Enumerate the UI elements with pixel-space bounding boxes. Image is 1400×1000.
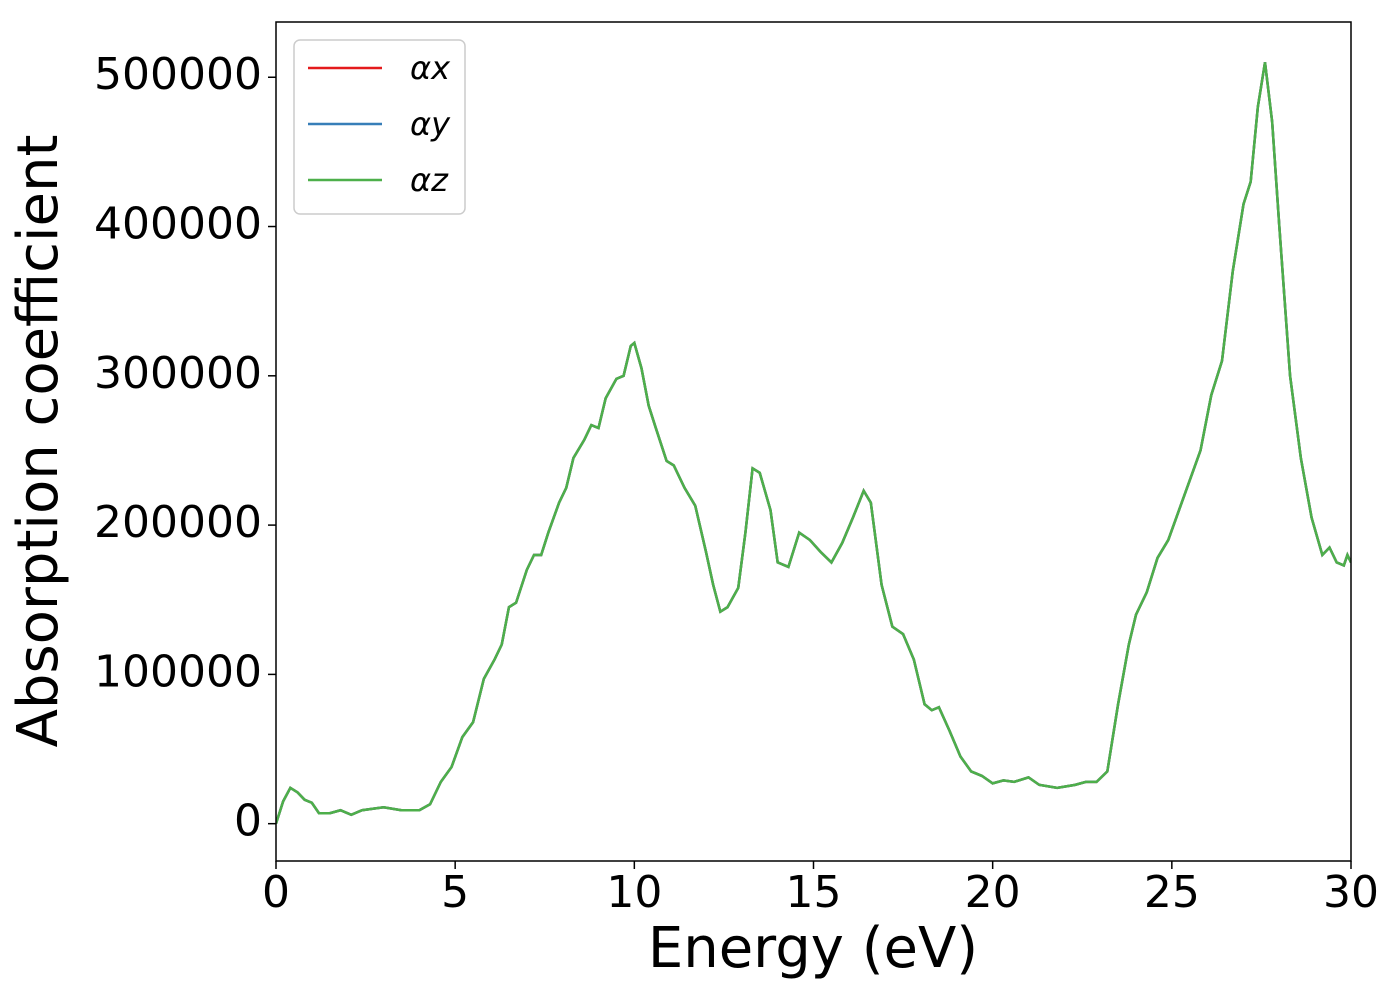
- plot-area: [276, 62, 1351, 825]
- y-tick-label: 200000: [94, 497, 262, 548]
- plot-frame: [275, 21, 1352, 862]
- legend-box: [293, 39, 466, 215]
- x-tick-label: 30: [1323, 867, 1379, 918]
- x-axis-label: Energy (eV): [648, 916, 978, 981]
- x-tick-label: 0: [262, 867, 290, 918]
- y-tick-label: 300000: [94, 348, 262, 399]
- x-tick-label: 10: [606, 867, 662, 918]
- x-tick-label: 15: [786, 867, 842, 918]
- legend-label: αz: [410, 161, 449, 199]
- x-tick-label: 25: [1144, 867, 1200, 918]
- y-tick-label: 100000: [94, 646, 262, 697]
- x-tick-label: 5: [441, 867, 469, 918]
- y-axis-label: Absorption coefficient: [6, 135, 71, 748]
- data-line: [276, 62, 1351, 825]
- y-tick-label: 0: [234, 796, 262, 847]
- x-tick-label: 20: [965, 867, 1021, 918]
- y-tick-label: 500000: [94, 49, 262, 100]
- legend-label: αx: [410, 49, 451, 87]
- legend-label: αy: [410, 105, 451, 143]
- y-tick-label: 400000: [94, 199, 262, 250]
